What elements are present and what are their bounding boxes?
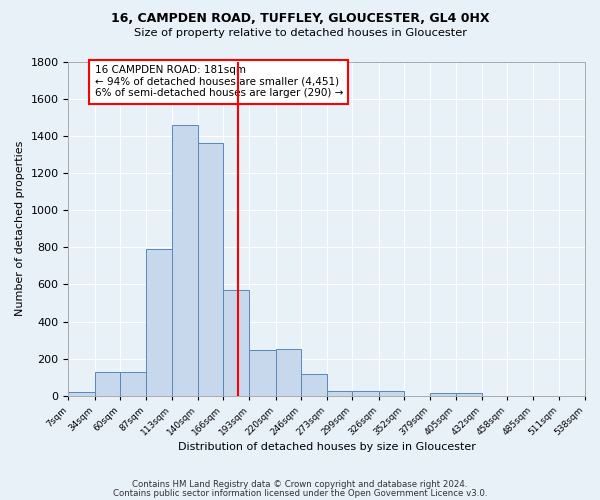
Bar — [327, 391, 352, 396]
Bar — [68, 392, 95, 396]
Text: Contains HM Land Registry data © Crown copyright and database right 2024.: Contains HM Land Registry data © Crown c… — [132, 480, 468, 489]
Bar — [352, 391, 379, 396]
Y-axis label: Number of detached properties: Number of detached properties — [15, 141, 25, 316]
Bar — [172, 124, 198, 396]
Text: Size of property relative to detached houses in Gloucester: Size of property relative to detached ho… — [133, 28, 467, 38]
Bar — [379, 391, 404, 396]
Text: 16 CAMPDEN ROAD: 181sqm
← 94% of detached houses are smaller (4,451)
6% of semi-: 16 CAMPDEN ROAD: 181sqm ← 94% of detache… — [95, 65, 343, 98]
X-axis label: Distribution of detached houses by size in Gloucester: Distribution of detached houses by size … — [178, 442, 476, 452]
Text: Contains public sector information licensed under the Open Government Licence v3: Contains public sector information licen… — [113, 488, 487, 498]
Bar — [455, 393, 482, 396]
Bar — [250, 350, 275, 396]
Bar — [120, 372, 146, 396]
Bar — [95, 372, 120, 396]
Bar — [198, 143, 223, 396]
Bar — [146, 249, 172, 396]
Text: 16, CAMPDEN ROAD, TUFFLEY, GLOUCESTER, GL4 0HX: 16, CAMPDEN ROAD, TUFFLEY, GLOUCESTER, G… — [111, 12, 489, 26]
Bar — [275, 350, 301, 396]
Bar — [301, 374, 327, 396]
Bar — [223, 290, 250, 396]
Bar — [430, 393, 455, 396]
